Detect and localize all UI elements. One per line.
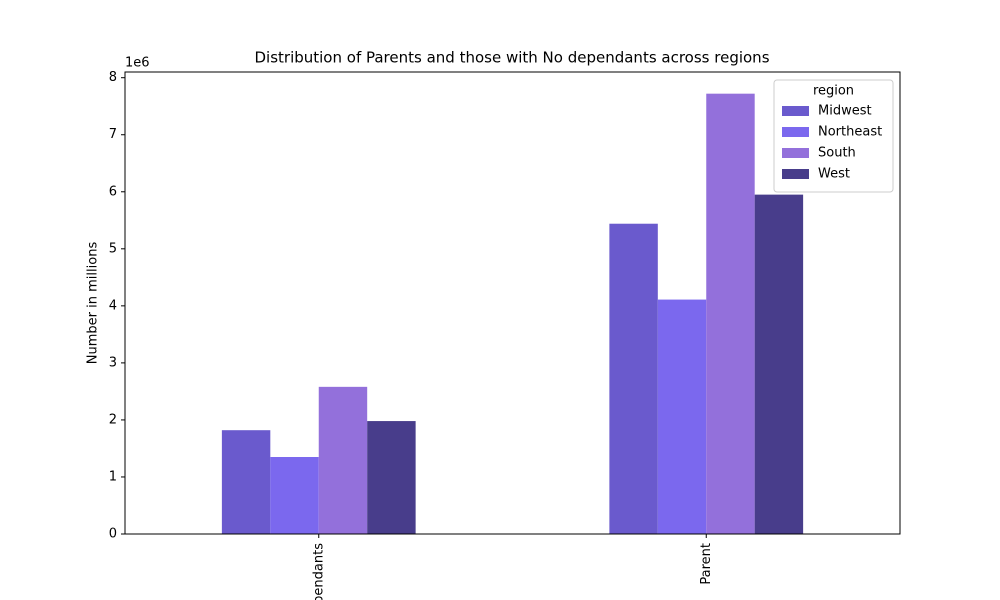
y-tick-label: 8 <box>109 70 117 85</box>
legend-swatch <box>782 127 809 137</box>
legend-swatch <box>782 148 809 158</box>
x-tick-label: No dependants <box>311 543 326 600</box>
bar <box>609 223 658 535</box>
y-tick-label: 3 <box>109 355 117 370</box>
y-tick-label: 7 <box>109 127 117 142</box>
bar <box>270 457 319 534</box>
bar <box>318 386 368 534</box>
y-tick-label: 6 <box>109 184 117 199</box>
legend-label: West <box>818 167 850 182</box>
y-tick-label: 0 <box>109 527 117 542</box>
x-tick-label: Parent <box>699 543 714 585</box>
y-tick-label: 2 <box>109 412 117 427</box>
y-tick-label: 1 <box>109 469 117 484</box>
bar <box>754 194 804 534</box>
legend-swatch <box>782 106 809 116</box>
y-axis-label: Number in millions <box>86 242 101 365</box>
bar <box>657 299 707 534</box>
legend-label: South <box>818 146 856 161</box>
y-tick-label: 4 <box>109 298 117 313</box>
legend-label: Midwest <box>818 104 872 119</box>
chart-title: Distribution of Parents and those with N… <box>254 49 769 67</box>
bar <box>367 421 416 534</box>
legend-swatch <box>782 169 809 179</box>
y-tick-label: 5 <box>109 241 117 256</box>
plot-frame <box>124 71 901 535</box>
y-offset-label: 1e6 <box>125 56 150 71</box>
bar <box>706 93 755 534</box>
bar <box>221 430 271 534</box>
legend-label: Northeast <box>818 125 882 140</box>
legend: region Midwest Northeast South West <box>773 79 894 193</box>
legend-title: region <box>813 84 854 99</box>
